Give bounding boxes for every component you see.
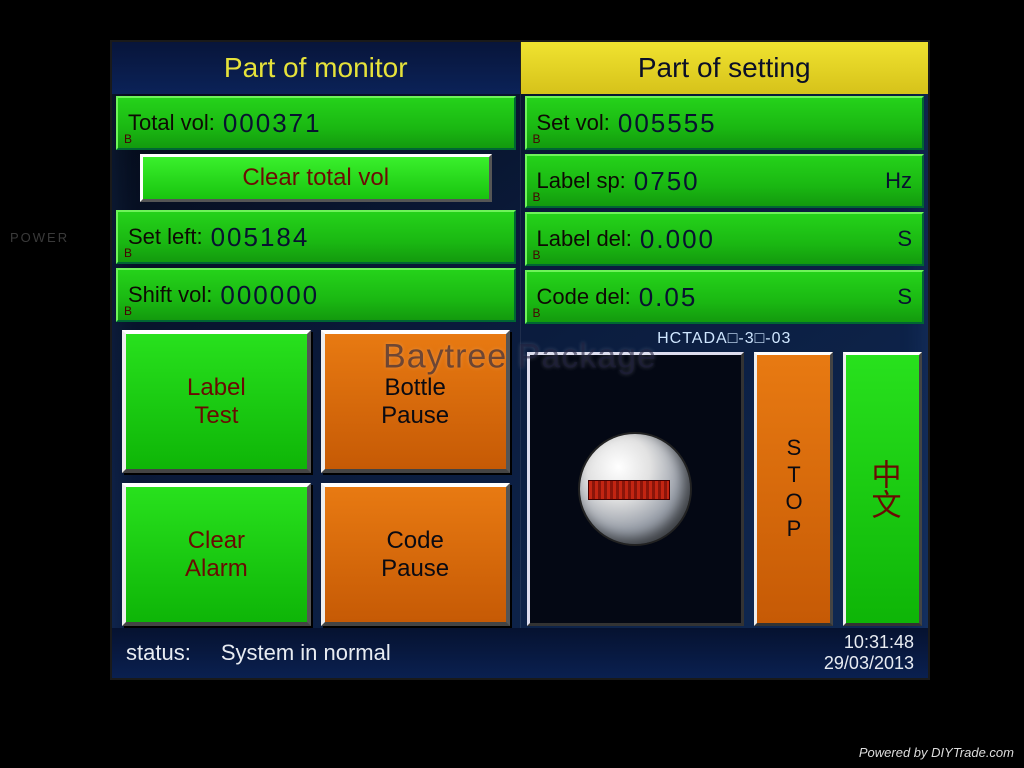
label-del-label: Label del:	[537, 226, 632, 252]
shift-vol-value: 000000	[220, 280, 319, 311]
clock-time: 10:31:48	[824, 632, 914, 653]
speed-dial[interactable]	[527, 352, 745, 626]
hmi-screen: Part of monitor Part of setting Total vo…	[110, 40, 930, 680]
set-vol-field[interactable]: Set vol: 005555	[525, 96, 925, 150]
shift-vol-field: Shift vol: 000000	[116, 268, 516, 322]
label-sp-field[interactable]: Label sp: 0750 Hz	[525, 154, 925, 208]
source-credit: Powered by DIYTrade.com	[859, 745, 1014, 760]
clear-total-vol-button[interactable]: Clear total vol	[140, 154, 492, 202]
model-number: HCTADA□-3□-03	[527, 330, 923, 348]
status-label: status:	[126, 640, 191, 666]
label-del-field[interactable]: Label del: 0.000 S	[525, 212, 925, 266]
shift-vol-label: Shift vol:	[128, 282, 212, 308]
set-left-label: Set left:	[128, 224, 203, 250]
label-sp-unit: Hz	[885, 168, 912, 194]
setting-column: Set vol: 005555 Label sp: 0750 Hz Label …	[520, 94, 929, 628]
label-test-button[interactable]: LabelTest	[122, 330, 311, 473]
code-del-unit: S	[897, 284, 912, 310]
header-row: Part of monitor Part of setting	[112, 42, 928, 94]
monitor-column: Total vol: 000371 Clear total vol Set le…	[112, 94, 520, 628]
total-vol-field: Total vol: 000371	[116, 96, 516, 150]
label-sp-value: 0750	[634, 166, 700, 197]
dial-icon	[580, 434, 690, 544]
set-vol-value: 005555	[618, 108, 717, 139]
stop-button[interactable]: STOP	[754, 352, 833, 626]
label-sp-label: Label sp:	[537, 168, 626, 194]
clear-alarm-button[interactable]: ClearAlarm	[122, 483, 311, 626]
label-del-value: 0.000	[640, 224, 715, 255]
status-text: System in normal	[221, 640, 391, 666]
set-left-field: Set left: 005184	[116, 210, 516, 264]
code-pause-button[interactable]: CodePause	[321, 483, 510, 626]
set-left-value: 005184	[211, 222, 310, 253]
code-del-value: 0.05	[639, 282, 698, 313]
status-bar: status: System in normal 10:31:48 29/03/…	[112, 628, 928, 678]
bezel-power-label: POWER	[10, 230, 69, 245]
total-vol-value: 000371	[223, 108, 322, 139]
clock-date: 29/03/2013	[824, 653, 914, 674]
code-del-label: Code del:	[537, 284, 631, 310]
label-del-unit: S	[897, 226, 912, 252]
total-vol-label: Total vol:	[128, 110, 215, 136]
header-setting[interactable]: Part of setting	[520, 42, 929, 94]
header-monitor: Part of monitor	[112, 42, 520, 94]
bottle-pause-button[interactable]: BottlePause	[321, 330, 510, 473]
monitor-button-grid: LabelTest BottlePause ClearAlarm CodePau…	[112, 324, 520, 628]
set-vol-label: Set vol:	[537, 110, 610, 136]
code-del-field[interactable]: Code del: 0.05 S	[525, 270, 925, 324]
language-button[interactable]: 中文	[843, 352, 922, 626]
clock: 10:31:48 29/03/2013	[824, 632, 914, 673]
